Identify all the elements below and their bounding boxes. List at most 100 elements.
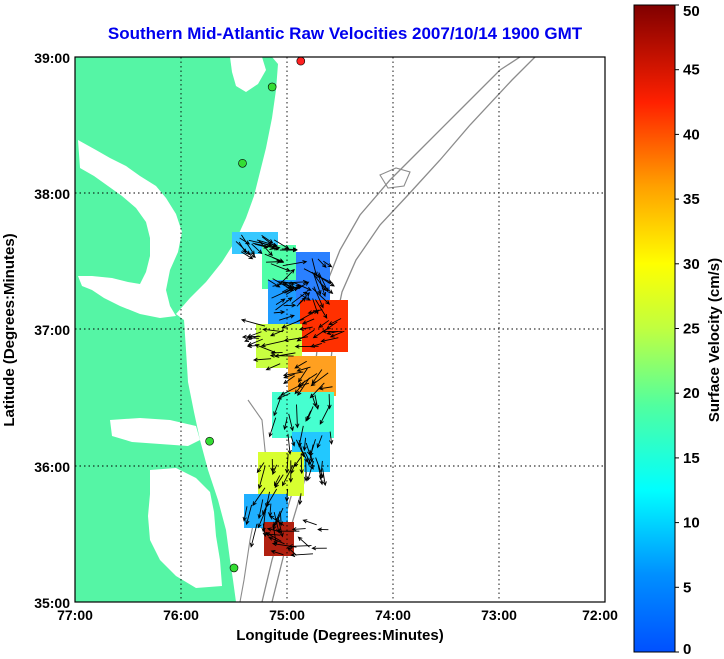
velocity-arrow [265, 363, 281, 371]
velocity-arrow [274, 352, 296, 358]
velocity-arrow [270, 549, 284, 556]
velocity-arrow [317, 258, 327, 269]
velocity-arrow [254, 343, 277, 354]
velocity-arrow [313, 274, 322, 296]
colorbar-tick-label: 15 [683, 450, 700, 467]
velocity-arrow [282, 464, 294, 487]
velocity-arrow [309, 439, 316, 457]
velocity-arrow [273, 510, 281, 527]
velocity-arrow [281, 318, 305, 329]
x-tick-label: 77:00 [57, 607, 93, 623]
velocity-arrow [325, 321, 338, 330]
velocity-arrow [329, 431, 334, 445]
velocity-arrow [327, 394, 332, 410]
velocity-arrow [295, 404, 300, 429]
velocity-arrow [257, 499, 264, 520]
velocity-arrow [291, 291, 308, 304]
velocity-arrow [246, 331, 262, 338]
velocity-arrow [307, 309, 323, 315]
velocity-arrow [256, 239, 278, 247]
velocity-arrow [249, 523, 258, 548]
velocity-arrow [242, 506, 248, 522]
radar-station-marker [229, 563, 239, 573]
velocity-arrow [245, 504, 253, 526]
y-axis: 39:00 38:00 37:00 36:00 35:00 Latitude (… [1, 50, 70, 611]
x-axis-label: Longitude (Degrees:Minutes) [236, 627, 444, 644]
velocity-arrow [290, 552, 313, 558]
colorbar-tick-label: 10 [683, 515, 700, 532]
velocity-arrow [313, 286, 324, 309]
velocity-arrow [268, 417, 277, 438]
velocity-arrow [251, 243, 263, 255]
colorbar-tick-label: 25 [683, 321, 700, 338]
velocity-arrow [235, 241, 251, 256]
velocity-arrow [273, 310, 286, 315]
velocity-arrow [296, 297, 307, 307]
velocity-arrow [319, 406, 330, 425]
pamlico-sound [148, 468, 222, 588]
velocity-arrow [312, 287, 330, 305]
velocity-arrow [247, 338, 263, 346]
velocity-arrow [269, 515, 285, 526]
velocity-arrow [293, 457, 302, 468]
velocity-arrow [269, 353, 294, 358]
velocity-arrow [239, 237, 251, 245]
velocity-arrow [288, 413, 294, 432]
y-tick-label: 39:00 [34, 50, 70, 66]
x-axis: 77:00 76:00 75:00 74:00 73:00 72:00 Long… [57, 607, 618, 644]
stations [205, 57, 306, 573]
velocity-arrow [273, 394, 283, 417]
velocity-arrow [279, 314, 295, 321]
velocity-arrow [306, 460, 314, 482]
velocity-arrow [277, 516, 284, 538]
velocity-arrow [272, 464, 278, 475]
velocity-arrow [240, 318, 266, 327]
velocity-arrow [266, 259, 282, 264]
velocity-arrow [318, 386, 333, 391]
velocity-arrow [257, 466, 266, 490]
velocity-arrow [306, 406, 314, 422]
y-axis-label: Latitude (Degrees:Minutes) [1, 233, 18, 426]
velocity-arrow [290, 435, 296, 447]
colorbar-gradient [633, 4, 676, 653]
velocity-arrow [256, 462, 265, 474]
velocity-arrow [314, 394, 320, 410]
colorbar-tick-label: 30 [683, 256, 700, 273]
velocity-arrow [279, 268, 295, 285]
velocity-arrow [285, 454, 290, 474]
velocity-arrow [258, 240, 273, 257]
velocity-arrow [287, 433, 292, 455]
velocity-arrow [310, 343, 322, 348]
velocity-arrow [274, 474, 284, 489]
velocity-arrow [252, 487, 266, 507]
velocity-arrow [323, 260, 333, 268]
velocity-arrow [282, 371, 304, 377]
velocity-arrow [315, 457, 324, 479]
radar-station-marker [296, 57, 306, 66]
colorbar-tick-label: 20 [683, 385, 700, 402]
plot-frame [74, 56, 606, 603]
colorbar-tick-label: 0 [683, 641, 691, 658]
radar-station-marker [205, 436, 214, 446]
velocity-arrow [316, 435, 323, 449]
velocity-arrow [318, 272, 329, 293]
colorbar-tick-label: 5 [683, 579, 691, 596]
velocity-arrow [310, 372, 329, 387]
velocity-arrow [287, 546, 297, 556]
y-tick-label: 36:00 [34, 459, 70, 475]
velocity-arrow [299, 454, 304, 475]
velocity-arrow [297, 536, 310, 548]
velocity-arrow [260, 340, 285, 348]
velocity-arrow [326, 330, 338, 336]
velocity-arrow [314, 273, 335, 287]
velocity-arrow [275, 298, 286, 306]
velocity-arrows [235, 234, 345, 558]
chesapeake-bay [78, 140, 182, 318]
velocity-arrow [281, 247, 298, 252]
y-tick-label: 37:00 [34, 322, 70, 338]
velocity-arrow [264, 532, 281, 537]
velocity-arrow [328, 318, 342, 326]
